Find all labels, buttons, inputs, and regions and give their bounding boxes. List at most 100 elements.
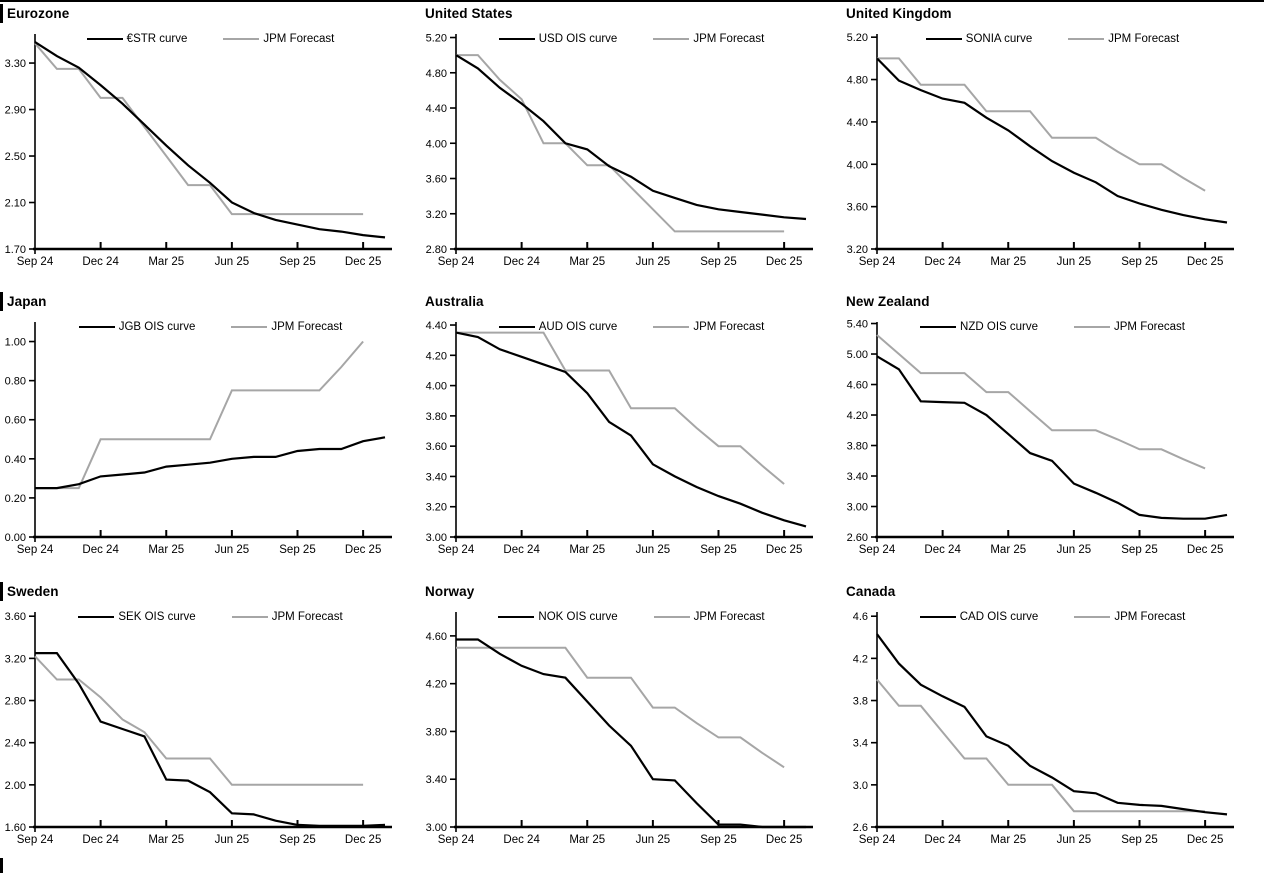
y-axis-tick-label: 4.60: [426, 631, 447, 643]
chart-title: Norway: [425, 584, 475, 599]
market-curve-line: [456, 638, 806, 829]
chart-title: New Zealand: [846, 294, 930, 309]
x-axis-tick-label: Sep 24: [859, 544, 896, 556]
forecast-line-sample-icon: [231, 616, 268, 618]
curve-legend-label: NOK OIS curve: [538, 611, 618, 623]
forecast-legend-label: JPM Forecast: [263, 33, 335, 45]
chart-title-row: Norway: [421, 581, 842, 602]
forecast-line: [456, 54, 785, 233]
chart-panel-united-states: United States USD OIS curve JPM Forecast 2.…: [421, 3, 842, 291]
curve-legend-label: NZD OIS curve: [960, 321, 1039, 333]
top-border-rule: [0, 0, 1264, 2]
chart-panel-australia: Australia AUD OIS curve JPM Forecast 3.00 3.…: [421, 291, 842, 581]
x-axis-tick-label: Sep 24: [859, 256, 896, 268]
chart-legend: JGB OIS curve JPM Forecast: [35, 320, 386, 334]
curve-legend-label: USD OIS curve: [538, 33, 618, 45]
plot-area: SEK OIS curve JPM Forecast 1.60 2.00 2.40 2.8…: [0, 602, 421, 854]
forecast-line: [876, 678, 1206, 813]
forecast-legend-label: JPM Forecast: [271, 611, 343, 623]
curve-legend-label: SONIA curve: [965, 33, 1033, 45]
market-curve-line: [876, 355, 1228, 520]
y-axis-tick-label: 3.20: [426, 502, 447, 514]
chart-plot: 3.00 3.20 3.40 3.60 3.80 4.00 4.20 4.40 Sep 24 De…: [426, 320, 813, 556]
x-axis-tick-label: Mar 25: [148, 834, 184, 846]
x-axis-tick-label: Sep 25: [279, 256, 315, 268]
chart-legend: SEK OIS curve JPM Forecast: [35, 610, 386, 624]
chart-plot: 2.6 3.0 3.4 3.8 4.2 4.6 Sep 24 Dec 24 Mar 25 Jun …: [853, 611, 1234, 846]
y-axis-tick-label: 2.6: [853, 822, 868, 834]
y-axis-tick-label: 1.60: [5, 822, 26, 834]
section-title-bar: [0, 4, 3, 23]
y-axis-tick-label: 2.80: [5, 696, 26, 708]
y-axis-tick-label: 0.00: [5, 532, 26, 544]
section-title-bar: [0, 292, 3, 311]
y-axis-tick-label: 2.60: [847, 532, 868, 544]
x-axis-tick-label: Dec 25: [766, 834, 802, 846]
curve-line-sample-icon: [925, 38, 962, 40]
chart-plot: 2.80 3.20 3.60 4.00 4.40 4.80 5.20 Sep 24 Dec 24…: [426, 33, 813, 268]
chart-legend: SONIA curve JPM Forecast: [877, 32, 1228, 46]
chart-plot: 1.60 2.00 2.40 2.80 3.20 3.60 Sep 24 Dec 24 Mar …: [5, 611, 392, 846]
market-curve-line: [876, 633, 1228, 816]
chart-legend: NZD OIS curve JPM Forecast: [877, 320, 1228, 334]
x-axis-tick-label: Dec 25: [766, 256, 802, 268]
y-axis-tick-label: 5.40: [847, 319, 868, 331]
forecast-legend-label: JPM Forecast: [1114, 611, 1186, 623]
chart-legend: €STR curve JPM Forecast: [35, 32, 386, 46]
y-axis-tick-label: 3.20: [847, 244, 868, 256]
x-axis-tick-label: Dec 24: [503, 256, 540, 268]
y-axis-tick-label: 0.60: [5, 415, 26, 427]
y-axis-tick-label: 3.20: [426, 209, 447, 221]
market-curve-line: [455, 54, 807, 221]
curve-line-sample-icon: [78, 616, 115, 618]
curve-line-sample-icon: [86, 38, 123, 40]
x-axis-tick-label: Sep 25: [1121, 834, 1157, 846]
x-axis-tick-label: Sep 24: [17, 834, 54, 846]
chart-plot: 3.00 3.40 3.80 4.20 4.60 Sep 24 Dec 24 Mar 25 Ju…: [426, 612, 813, 846]
chart-title: Australia: [425, 294, 484, 309]
x-axis-tick-label: Jun 25: [215, 834, 250, 846]
y-axis-tick-label: 4.40: [426, 103, 447, 115]
chart-title-row: Australia: [421, 291, 842, 312]
y-axis-tick-label: 2.90: [5, 105, 26, 117]
y-axis-tick-label: 3.30: [5, 58, 26, 70]
x-axis-tick-label: Sep 24: [859, 834, 896, 846]
x-axis-tick-label: Sep 24: [17, 544, 54, 556]
chart-panel-united-kingdom: United Kingdom SONIA curve JPM Forecast 3.2…: [842, 3, 1264, 291]
x-axis-tick-label: Sep 25: [279, 834, 315, 846]
forecast-line: [456, 331, 785, 485]
chart-title-row: Sweden: [0, 581, 421, 602]
x-axis-tick-label: Dec 25: [766, 544, 802, 556]
x-axis-tick-label: Sep 24: [438, 544, 475, 556]
x-axis-tick-label: Jun 25: [636, 834, 671, 846]
chart-panel-eurozone: Eurozone €STR curve JPM Forecast 1.70 2.10 2.…: [0, 3, 421, 291]
forecast-legend-label: JPM Forecast: [1108, 33, 1180, 45]
y-axis-tick-label: 3.4: [853, 738, 868, 750]
curve-line-sample-icon: [498, 326, 535, 328]
forecast-line-sample-icon: [653, 616, 690, 618]
plot-area: NOK OIS curve JPM Forecast 3.00 3.40 3.80 4.2…: [421, 602, 842, 854]
chart-panel-norway: Norway NOK OIS curve JPM Forecast 3.00 3.40 3…: [421, 581, 842, 874]
curve-line-sample-icon: [920, 326, 957, 328]
chart-plot: 3.20 3.60 4.00 4.40 4.80 5.20 Sep 24 Dec 24 Mar …: [847, 32, 1234, 268]
y-axis-tick-label: 2.10: [5, 198, 26, 210]
y-axis-tick-label: 4.00: [426, 381, 447, 393]
y-axis-tick-label: 2.00: [5, 780, 26, 792]
curve-legend-label: CAD OIS curve: [959, 611, 1039, 623]
y-axis-tick-label: 4.40: [847, 117, 868, 129]
x-axis-tick-label: Dec 24: [924, 256, 961, 268]
x-axis-tick-label: Dec 25: [345, 834, 381, 846]
chart-title: Japan: [7, 294, 47, 309]
forecast-line-sample-icon: [223, 38, 260, 40]
chart-panel-sweden: Sweden SEK OIS curve JPM Forecast 1.60 2.00 2…: [0, 581, 421, 874]
x-axis-tick-label: Dec 25: [345, 544, 381, 556]
y-axis-tick-label: 4.20: [426, 679, 447, 691]
y-axis-tick-label: 5.00: [847, 349, 868, 361]
chart-legend: CAD OIS curve JPM Forecast: [877, 610, 1228, 624]
chart-title-row: New Zealand: [842, 291, 1264, 312]
chart-title: Canada: [846, 584, 896, 599]
x-axis-tick-label: Mar 25: [990, 256, 1026, 268]
x-axis-tick-label: Sep 25: [700, 544, 736, 556]
y-axis-tick-label: 1.70: [5, 244, 26, 256]
